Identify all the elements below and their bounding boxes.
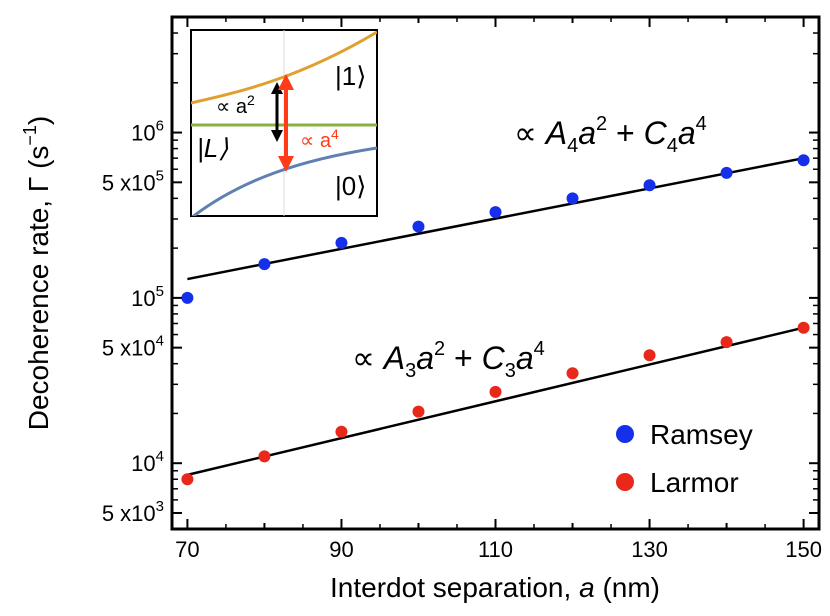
inset-label-a4: ∝ a4 <box>300 126 339 152</box>
legend-larmor-label: Larmor <box>650 467 739 498</box>
inset-lower-level <box>191 146 377 216</box>
legend-ramsey-marker <box>616 425 634 443</box>
larmor-fit-formula: ∝ A3a2 + C3a4 <box>352 338 545 382</box>
ramsey-point <box>643 179 656 192</box>
inset-label-a2: ∝ a2 <box>216 92 255 118</box>
inset-ket-0: |0⟩ <box>335 171 366 201</box>
inset-ket-L: |L⟩ <box>197 133 228 163</box>
y-tick-label: 105 <box>131 283 164 311</box>
ramsey-point <box>489 206 502 219</box>
ramsey-point <box>258 258 271 271</box>
legend: Ramsey Larmor <box>616 419 753 498</box>
axis-ticks: 70 90 110 130 150 5 x103 104 5 x104 105 5 x105 106 <box>102 16 822 562</box>
ramsey-point <box>566 192 579 205</box>
x-tick-label: 130 <box>631 537 668 562</box>
larmor-point <box>643 349 656 362</box>
x-tick-label: 150 <box>785 537 822 562</box>
larmor-point <box>258 450 271 463</box>
larmor-point <box>720 336 733 349</box>
y-tick-label: 5 x104 <box>102 333 164 361</box>
ramsey-fit-line <box>187 156 804 281</box>
larmor-fit-line <box>187 326 804 477</box>
x-tick-label: 110 <box>478 537 513 562</box>
ramsey-fit-formula: ∝ A4a2 + C4a4 <box>514 113 707 157</box>
larmor-point <box>566 367 579 380</box>
ramsey-point <box>797 154 810 167</box>
fit-lines <box>187 156 804 477</box>
larmor-point <box>181 473 194 486</box>
larmor-point <box>489 385 502 398</box>
larmor-point <box>412 405 425 418</box>
ramsey-point <box>412 220 425 233</box>
y-tick-label: 5 x103 <box>102 498 164 526</box>
y-axis-label: Decoherence rate, Γ (s−1) <box>20 116 54 431</box>
legend-larmor-marker <box>616 473 634 491</box>
legend-ramsey-label: Ramsey <box>650 419 753 450</box>
y-tick-label: 106 <box>131 118 164 146</box>
ramsey-point <box>335 236 348 249</box>
y-tick-label: 104 <box>131 448 164 476</box>
larmor-point <box>797 321 810 334</box>
y-tick-label: 5 x105 <box>102 167 164 195</box>
energy-level-inset: |1⟩ |L⟩ |0⟩ ∝ a2 ∝ a4 <box>190 29 378 217</box>
x-tick-label: 70 <box>175 537 199 562</box>
ramsey-point <box>181 291 194 304</box>
data-points <box>181 154 810 486</box>
inset-upper-level <box>191 30 377 105</box>
larmor-point <box>335 425 348 438</box>
ramsey-point <box>720 166 733 179</box>
x-axis-label: Interdot separation, a (nm) <box>330 572 660 603</box>
inset-ket-1: |1⟩ <box>335 61 366 91</box>
x-tick-label: 90 <box>329 537 353 562</box>
